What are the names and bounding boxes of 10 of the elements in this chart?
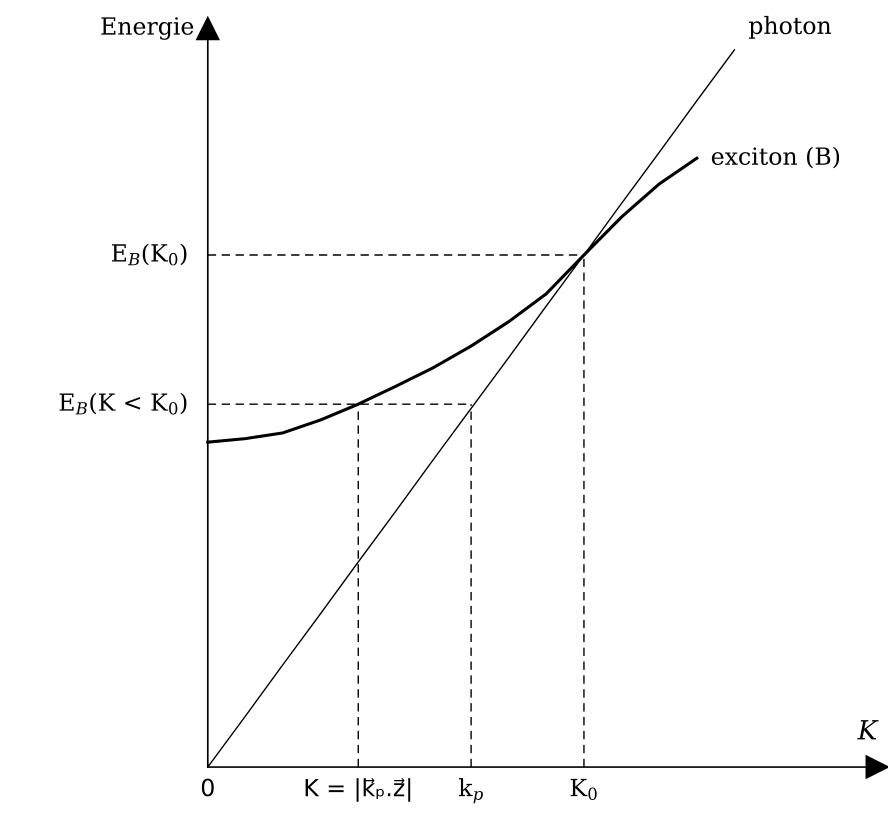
y-axis-title: Energie [101,17,194,40]
series-label: photon [748,16,832,39]
x-axis-title: K [857,720,879,740]
series-label: exciton (B) [712,146,840,168]
x-tick-label: K = |k⃗ₚ.z⃗| [306,778,410,802]
ref-line-label: E$_{B}$(K$_{0}$) [112,244,186,266]
x-tick-label: 0 [202,778,214,796]
x-tick-label: k$_{p}$ [458,778,483,804]
ref-line-label: E$_{B}$(K < K$_{0}$) [60,392,186,415]
x-tick-label: K$_{0}$ [570,778,597,800]
